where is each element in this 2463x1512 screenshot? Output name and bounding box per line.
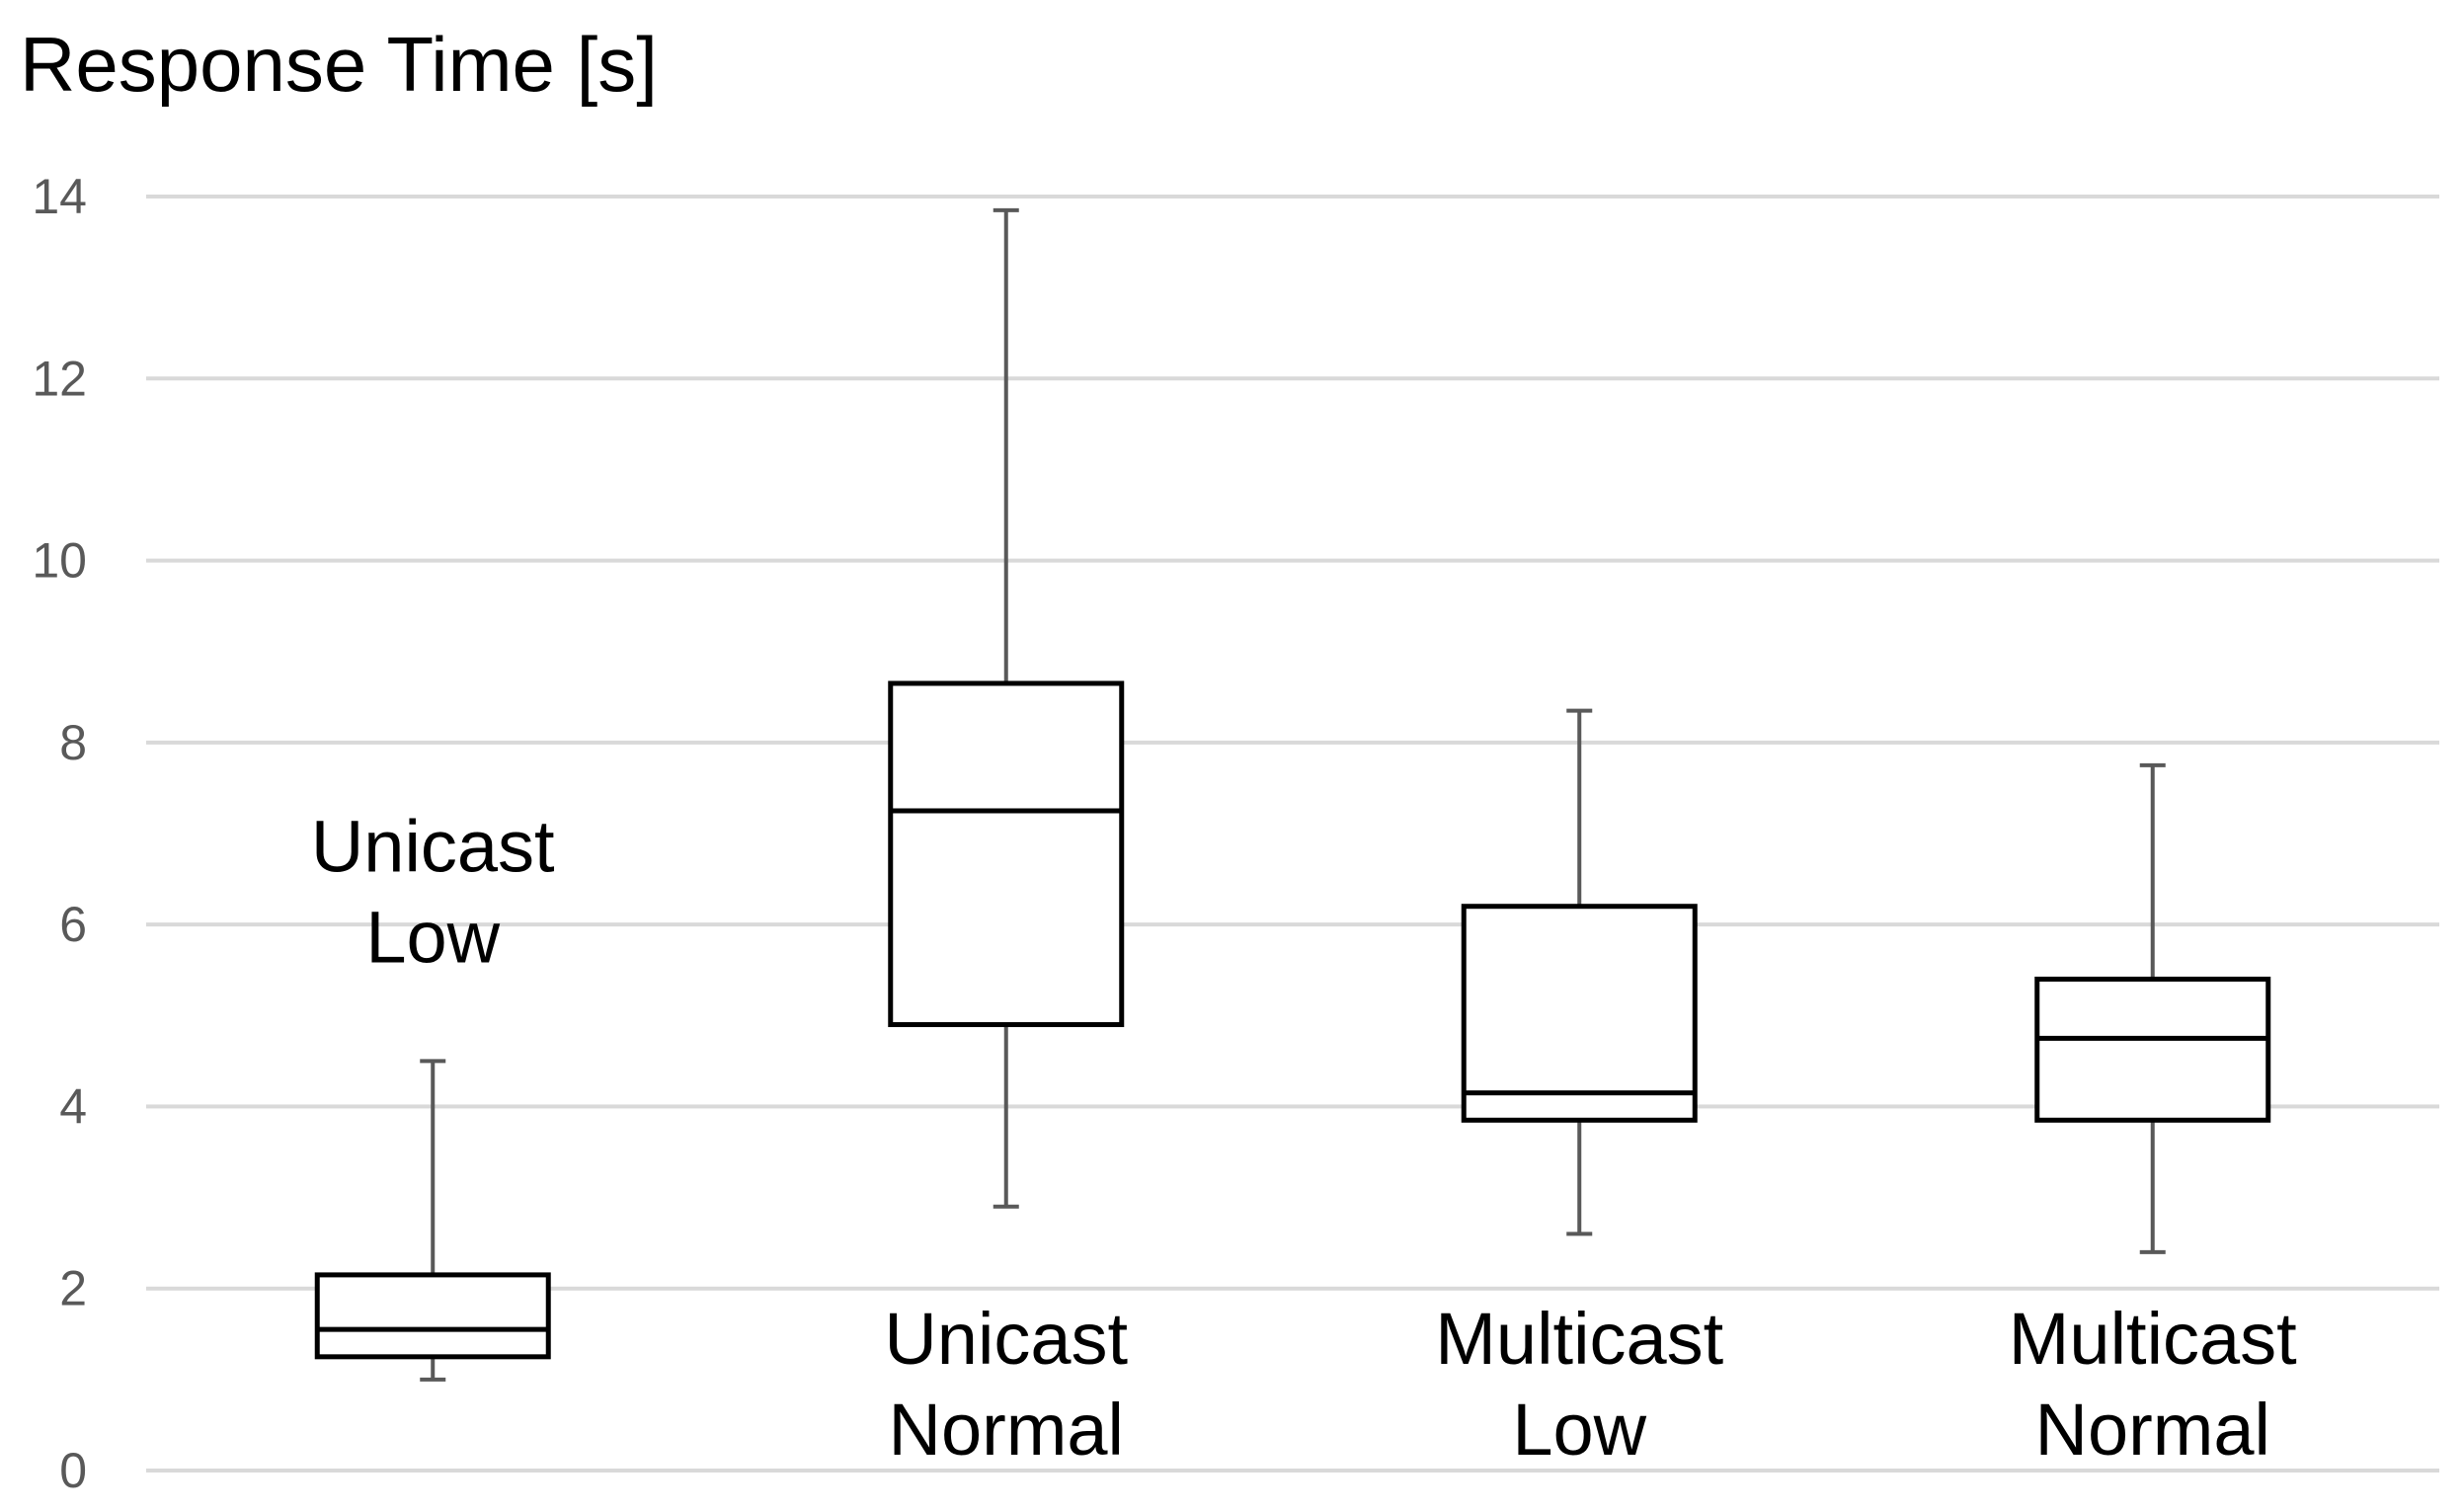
- iqr-box: [2034, 976, 2271, 1123]
- iqr-box: [1461, 904, 1698, 1123]
- box-1: [314, 1059, 551, 1382]
- category-label: Low: [1512, 1389, 1646, 1471]
- category-label: Multicast: [2009, 1298, 2297, 1380]
- y-tick-label: 8: [59, 715, 87, 770]
- y-tick-label: 12: [32, 351, 87, 406]
- category-label: Multicast: [1435, 1298, 1723, 1380]
- y-tick-labels: 0 2 4 6 8 10 12 14: [32, 169, 87, 1498]
- boxes: [314, 207, 2271, 1382]
- y-axis-title: Response Time [s]: [20, 21, 658, 108]
- category-labels: Unicast Low Unicast Normal Multicast Low Multi…: [311, 805, 2297, 1471]
- box-4: [2034, 762, 2271, 1254]
- box-2: [888, 207, 1125, 1209]
- iqr-box: [314, 1272, 551, 1360]
- category-label: Unicast: [311, 805, 555, 887]
- y-tick-label: 10: [32, 533, 87, 589]
- y-tick-label: 14: [32, 169, 87, 224]
- category-label: Low: [365, 896, 500, 978]
- category-label: Unicast: [884, 1298, 1128, 1380]
- y-tick-label: 4: [59, 1078, 87, 1134]
- y-tick-label: 6: [59, 897, 87, 952]
- iqr-box: [888, 680, 1125, 1027]
- y-tick-label: 0: [59, 1443, 87, 1498]
- y-tick-label: 2: [59, 1261, 87, 1316]
- box-3: [1461, 708, 1698, 1236]
- category-label: Normal: [2035, 1389, 2270, 1471]
- category-label: Normal: [889, 1389, 1124, 1471]
